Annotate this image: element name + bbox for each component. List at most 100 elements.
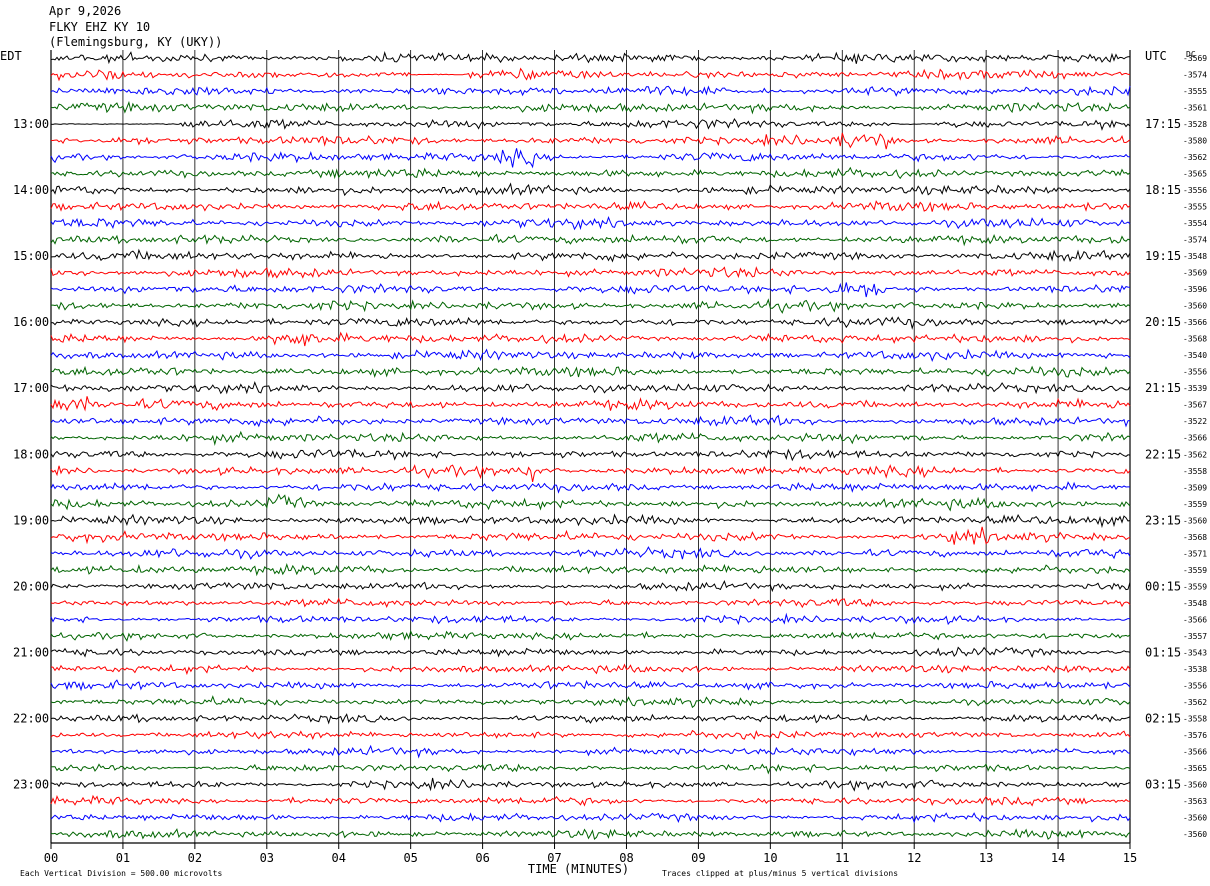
local-hour-label: 18:00 bbox=[13, 447, 49, 461]
dc-offset-label: -3569 bbox=[1183, 269, 1207, 278]
header-location: (Flemingsburg, KY (UKY)) bbox=[49, 35, 223, 49]
seismic-trace bbox=[50, 828, 1131, 841]
clip-note: Traces clipped at plus/minus 5 vertical … bbox=[662, 869, 898, 878]
header-station: FLKY EHZ KY 10 bbox=[49, 20, 151, 34]
dc-offset-label: -3539 bbox=[1183, 384, 1207, 393]
dc-offset-label: -3580 bbox=[1183, 137, 1207, 146]
dc-offset-label: -3559 bbox=[1183, 500, 1207, 509]
dc-offset-label: -3561 bbox=[1183, 104, 1207, 113]
dc-offset-label: -3555 bbox=[1183, 203, 1207, 212]
seismic-trace bbox=[50, 200, 1131, 212]
seismic-trace bbox=[50, 331, 1131, 347]
dc-offset-label: -3569 bbox=[1183, 54, 1207, 63]
x-tick-label: 11 bbox=[835, 851, 849, 865]
right-axis-label: UTC bbox=[1145, 49, 1167, 63]
dc-offset-label: -3560 bbox=[1183, 830, 1207, 839]
x-tick-label: 00 bbox=[44, 851, 58, 865]
seismic-trace bbox=[50, 430, 1131, 446]
dc-offset-label: -3560 bbox=[1183, 302, 1207, 311]
x-tick-label: 01 bbox=[116, 851, 130, 865]
seismic-trace bbox=[50, 166, 1131, 180]
dc-offset-label: -3566 bbox=[1183, 434, 1207, 443]
seismic-trace bbox=[50, 646, 1131, 658]
seismic-trace bbox=[50, 100, 1131, 115]
seismic-trace bbox=[50, 248, 1131, 263]
seismic-trace bbox=[50, 266, 1131, 279]
dc-offset-label: -3540 bbox=[1183, 351, 1207, 360]
dc-offset-label: -3543 bbox=[1183, 648, 1207, 657]
dc-offset-label: -3568 bbox=[1183, 335, 1207, 344]
dc-offset-label: -3574 bbox=[1183, 71, 1207, 80]
local-hour-label: 23:00 bbox=[13, 777, 49, 791]
seismic-trace bbox=[50, 580, 1131, 593]
dc-offset-label: -3566 bbox=[1183, 615, 1207, 624]
x-tick-label: 14 bbox=[1051, 851, 1065, 865]
x-tick-label: 12 bbox=[907, 851, 921, 865]
seismic-trace bbox=[50, 365, 1131, 379]
dc-offset-label: -3571 bbox=[1183, 549, 1207, 558]
seismic-trace bbox=[50, 481, 1130, 494]
dc-offset-label: -3554 bbox=[1183, 219, 1207, 228]
seismic-trace bbox=[50, 233, 1131, 247]
dc-offset-label: -3562 bbox=[1183, 450, 1207, 459]
seismic-trace bbox=[50, 794, 1131, 807]
seismic-trace bbox=[50, 562, 1131, 577]
seismic-trace bbox=[50, 812, 1131, 824]
header-date: Apr 9,2026 bbox=[49, 4, 122, 18]
seismic-trace bbox=[50, 729, 1131, 740]
dc-offset-label: -3567 bbox=[1183, 401, 1207, 410]
dc-offset-label: -3574 bbox=[1183, 236, 1207, 245]
dc-offset-label: -3560 bbox=[1183, 780, 1207, 789]
seismic-trace bbox=[50, 526, 1131, 545]
dc-offset-label: -3556 bbox=[1183, 368, 1207, 377]
seismic-trace bbox=[50, 85, 1131, 97]
seismic-trace bbox=[50, 148, 1131, 169]
dc-offset-label: -3558 bbox=[1183, 714, 1207, 723]
dc-offset-label: -3566 bbox=[1183, 318, 1207, 327]
seismic-trace bbox=[50, 348, 1131, 362]
x-tick-label: 13 bbox=[979, 851, 993, 865]
seismic-trace bbox=[51, 298, 1131, 314]
x-tick-label: 05 bbox=[403, 851, 417, 865]
x-tick-label: 15 bbox=[1123, 851, 1137, 865]
dc-offset-label: -3558 bbox=[1183, 467, 1207, 476]
local-hour-label: 16:00 bbox=[13, 315, 49, 329]
seismic-trace bbox=[50, 763, 1131, 775]
dc-offset-label: -3557 bbox=[1183, 632, 1207, 641]
local-hour-label: 21:00 bbox=[13, 645, 49, 659]
seismic-trace bbox=[50, 663, 1131, 676]
dc-offset-label: -3565 bbox=[1183, 170, 1207, 179]
seismic-trace bbox=[50, 216, 1131, 231]
vertical-scale-note: Each Vertical Division = 500.00 microvol… bbox=[20, 869, 222, 878]
x-tick-label: 10 bbox=[763, 851, 777, 865]
dc-offset-label: -3560 bbox=[1183, 813, 1207, 822]
x-tick-label: 07 bbox=[547, 851, 561, 865]
seismic-trace bbox=[50, 414, 1131, 428]
seismic-trace bbox=[50, 744, 1131, 759]
seismic-trace bbox=[50, 513, 1131, 529]
seismic-trace bbox=[50, 396, 1131, 412]
seismic-trace bbox=[50, 695, 1131, 709]
utc-hour-label: 20:15 bbox=[1145, 315, 1181, 329]
utc-hour-label: 18:15 bbox=[1145, 183, 1181, 197]
x-tick-label: 06 bbox=[475, 851, 489, 865]
seismic-trace bbox=[50, 182, 1131, 197]
seismic-trace bbox=[50, 381, 1131, 395]
local-hour-label: 14:00 bbox=[13, 183, 49, 197]
seismic-trace bbox=[50, 316, 1131, 330]
local-hour-label: 15:00 bbox=[13, 249, 49, 263]
utc-hour-label: 22:15 bbox=[1145, 447, 1181, 461]
dc-offset-label: -3548 bbox=[1183, 599, 1207, 608]
seismic-trace bbox=[50, 713, 1131, 725]
dc-offset-label: -3568 bbox=[1183, 533, 1207, 542]
utc-hour-label: 02:15 bbox=[1145, 711, 1181, 725]
x-tick-label: 03 bbox=[260, 851, 274, 865]
dc-offset-label: -3556 bbox=[1183, 681, 1207, 690]
x-axis-title: TIME (MINUTES) bbox=[528, 862, 629, 876]
dc-offset-label: -3562 bbox=[1183, 153, 1207, 162]
seismic-trace bbox=[50, 67, 1131, 82]
seismic-trace bbox=[50, 117, 1131, 131]
dc-offset-label: -3562 bbox=[1183, 698, 1207, 707]
dc-offset-label: -3576 bbox=[1183, 731, 1207, 740]
